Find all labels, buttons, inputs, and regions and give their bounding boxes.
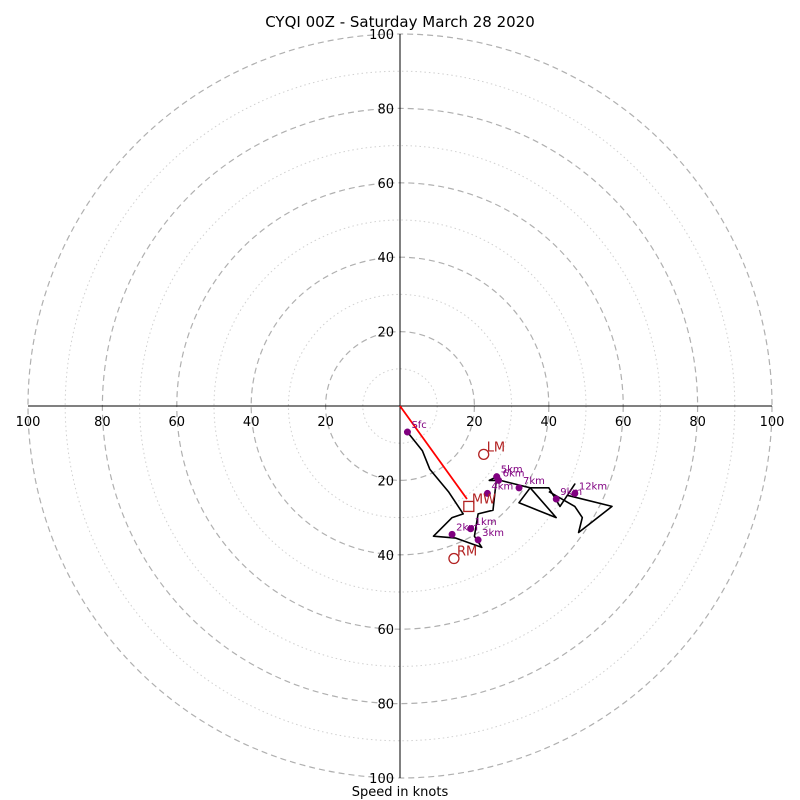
height-marker-label: 2km bbox=[456, 522, 478, 533]
height-marker-point bbox=[571, 489, 579, 497]
tick-label-east: 80 bbox=[689, 415, 706, 430]
height-marker-point bbox=[448, 530, 456, 538]
tick-label-west: 20 bbox=[317, 415, 334, 430]
tick-label-east: 60 bbox=[615, 415, 632, 430]
height-marker-point bbox=[474, 536, 482, 544]
height-marker-point bbox=[403, 428, 411, 436]
height-marker-label: 6km bbox=[503, 468, 525, 479]
height-marker-label: 7km bbox=[523, 476, 545, 487]
storm-motion-label: LM bbox=[487, 440, 505, 455]
bulk-shear-vector bbox=[399, 405, 468, 500]
tick-label-west: 40 bbox=[243, 415, 260, 430]
tick-label-north: 20 bbox=[377, 326, 394, 341]
height-marker-label: 12km bbox=[579, 481, 607, 492]
tick-labels: 20 20 20 20 40 40 40 40 60 60 60 60 80 80 80 80 100 100 10… bbox=[16, 28, 785, 787]
storm-motion-label: RM bbox=[457, 545, 477, 560]
hodograph-line bbox=[406, 431, 613, 549]
tick-label-west: 80 bbox=[94, 415, 111, 430]
hodograph-trace-layer bbox=[406, 431, 613, 549]
tick-label-east: 100 bbox=[760, 415, 785, 430]
storm-motion-marker bbox=[478, 448, 490, 461]
height-marker-point bbox=[467, 525, 475, 533]
tick-label-east: 20 bbox=[466, 415, 483, 430]
tick-label-south: 80 bbox=[377, 698, 394, 713]
tick-label-south: 40 bbox=[377, 549, 394, 564]
tick-label-south: 100 bbox=[369, 772, 394, 787]
storm-motion-marker bbox=[448, 552, 460, 565]
height-marker-label: Sfc bbox=[411, 420, 426, 431]
height-marker-point bbox=[483, 489, 491, 497]
height-marker-label: 1km bbox=[475, 517, 497, 528]
tick-label-north: 80 bbox=[377, 102, 394, 117]
chart-title: CYQI 00Z - Saturday March 28 2020 bbox=[265, 13, 535, 31]
storm-motion-layer: LM MW RM bbox=[448, 440, 505, 565]
tick-label-east: 40 bbox=[541, 415, 558, 430]
height-marker-point bbox=[515, 484, 523, 492]
height-marker-label: 9km bbox=[560, 487, 582, 498]
height-marker-label: 4km bbox=[491, 481, 513, 492]
mean-wind-marker bbox=[463, 500, 475, 513]
tick-label-south: 20 bbox=[377, 474, 394, 489]
tick-label-west: 100 bbox=[16, 415, 41, 430]
tick-label-west: 60 bbox=[169, 415, 186, 430]
storm-motion-label: MW bbox=[472, 492, 496, 507]
x-axis-label: Speed in knots bbox=[352, 785, 449, 800]
height-marker-point bbox=[552, 495, 560, 503]
shear-vector-layer bbox=[399, 405, 468, 500]
tick-label-north: 100 bbox=[369, 28, 394, 43]
height-marker-point bbox=[495, 476, 503, 484]
height-marker-label: 5km bbox=[501, 465, 523, 476]
tick-label-north: 60 bbox=[377, 177, 394, 192]
height-marker-label: 3km bbox=[482, 528, 504, 539]
tick-label-north: 40 bbox=[377, 251, 394, 266]
tick-label-south: 60 bbox=[377, 623, 394, 638]
